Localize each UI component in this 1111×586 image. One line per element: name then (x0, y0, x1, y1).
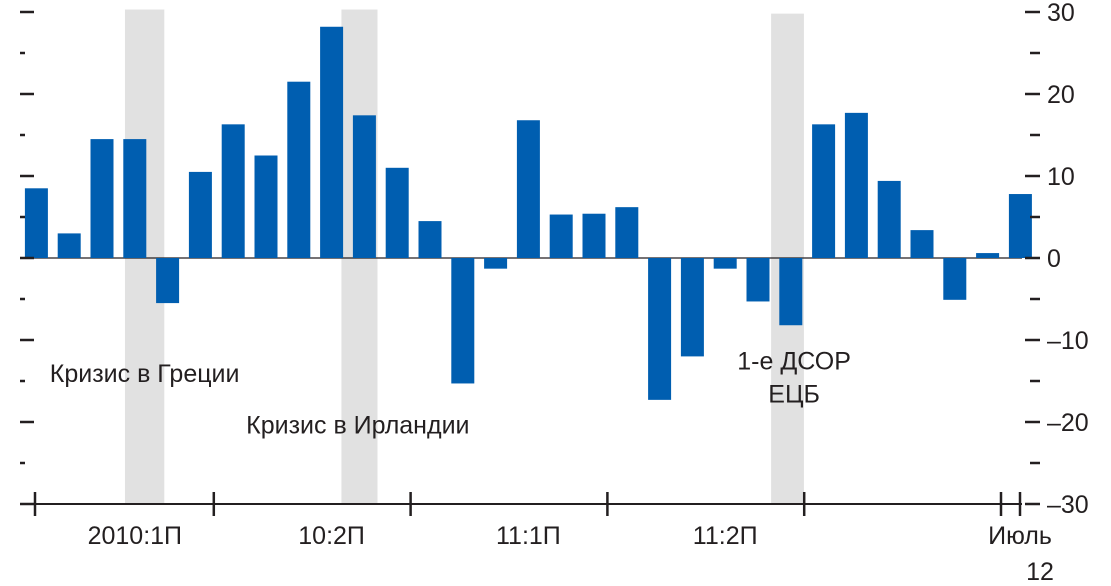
bar-31 (1008, 194, 1032, 258)
bar-2 (57, 233, 81, 258)
bar-23 (746, 258, 770, 302)
bar-24 (779, 258, 803, 326)
bar-22 (713, 258, 737, 269)
bar-9 (287, 81, 311, 258)
bar-3 (90, 139, 114, 258)
bar-25 (812, 124, 836, 258)
y-tick-label: –30 (1047, 491, 1089, 519)
bar-1 (24, 188, 48, 258)
bar-30 (976, 253, 1000, 258)
bar-11 (352, 115, 376, 258)
bar-16 (516, 120, 540, 259)
bar-28 (910, 230, 934, 258)
bar-12 (385, 167, 409, 258)
bar-19 (615, 207, 639, 258)
x-tick-label: 10:2П (298, 522, 365, 550)
bar-14 (451, 258, 475, 384)
y-tick-label: 30 (1047, 0, 1075, 27)
x-tick-label: 11:2П (693, 522, 758, 550)
y-tick-label: 20 (1047, 81, 1075, 109)
y-tick-label: 10 (1047, 163, 1075, 191)
bar-26 (844, 112, 868, 258)
bar-4 (123, 139, 147, 258)
bar-10 (320, 26, 344, 259)
bar-13 (418, 221, 442, 258)
bar-6 (188, 171, 212, 258)
bar-5 (156, 258, 180, 304)
ecb-ltro-annotation-line1: 1-е ДСОР (737, 348, 851, 376)
y-tick-label: –10 (1047, 327, 1089, 355)
x-tick-label: 2010:1П (88, 522, 182, 550)
y-tick-label: –20 (1047, 409, 1089, 437)
bar-8 (254, 155, 278, 258)
x-end-label-line1: Июль (988, 522, 1052, 550)
bar-29 (943, 258, 967, 300)
bar-27 (877, 180, 901, 258)
greece-crisis-annotation: Кризис в Греции (50, 360, 240, 388)
bar-20 (648, 258, 672, 400)
bar-21 (680, 258, 704, 357)
bar-15 (484, 258, 508, 269)
bar-17 (549, 214, 573, 258)
bar-18 (582, 213, 606, 258)
bar-7 (221, 124, 245, 258)
x-tick-label: 11:1П (496, 522, 561, 550)
ireland-crisis-annotation: Кризис в Ирландии (246, 411, 469, 439)
ecb-ltro-annotation-line2: ЕЦБ (768, 381, 820, 409)
y-tick-label: 0 (1047, 245, 1061, 273)
x-end-label-line2: 12 (1026, 558, 1054, 586)
